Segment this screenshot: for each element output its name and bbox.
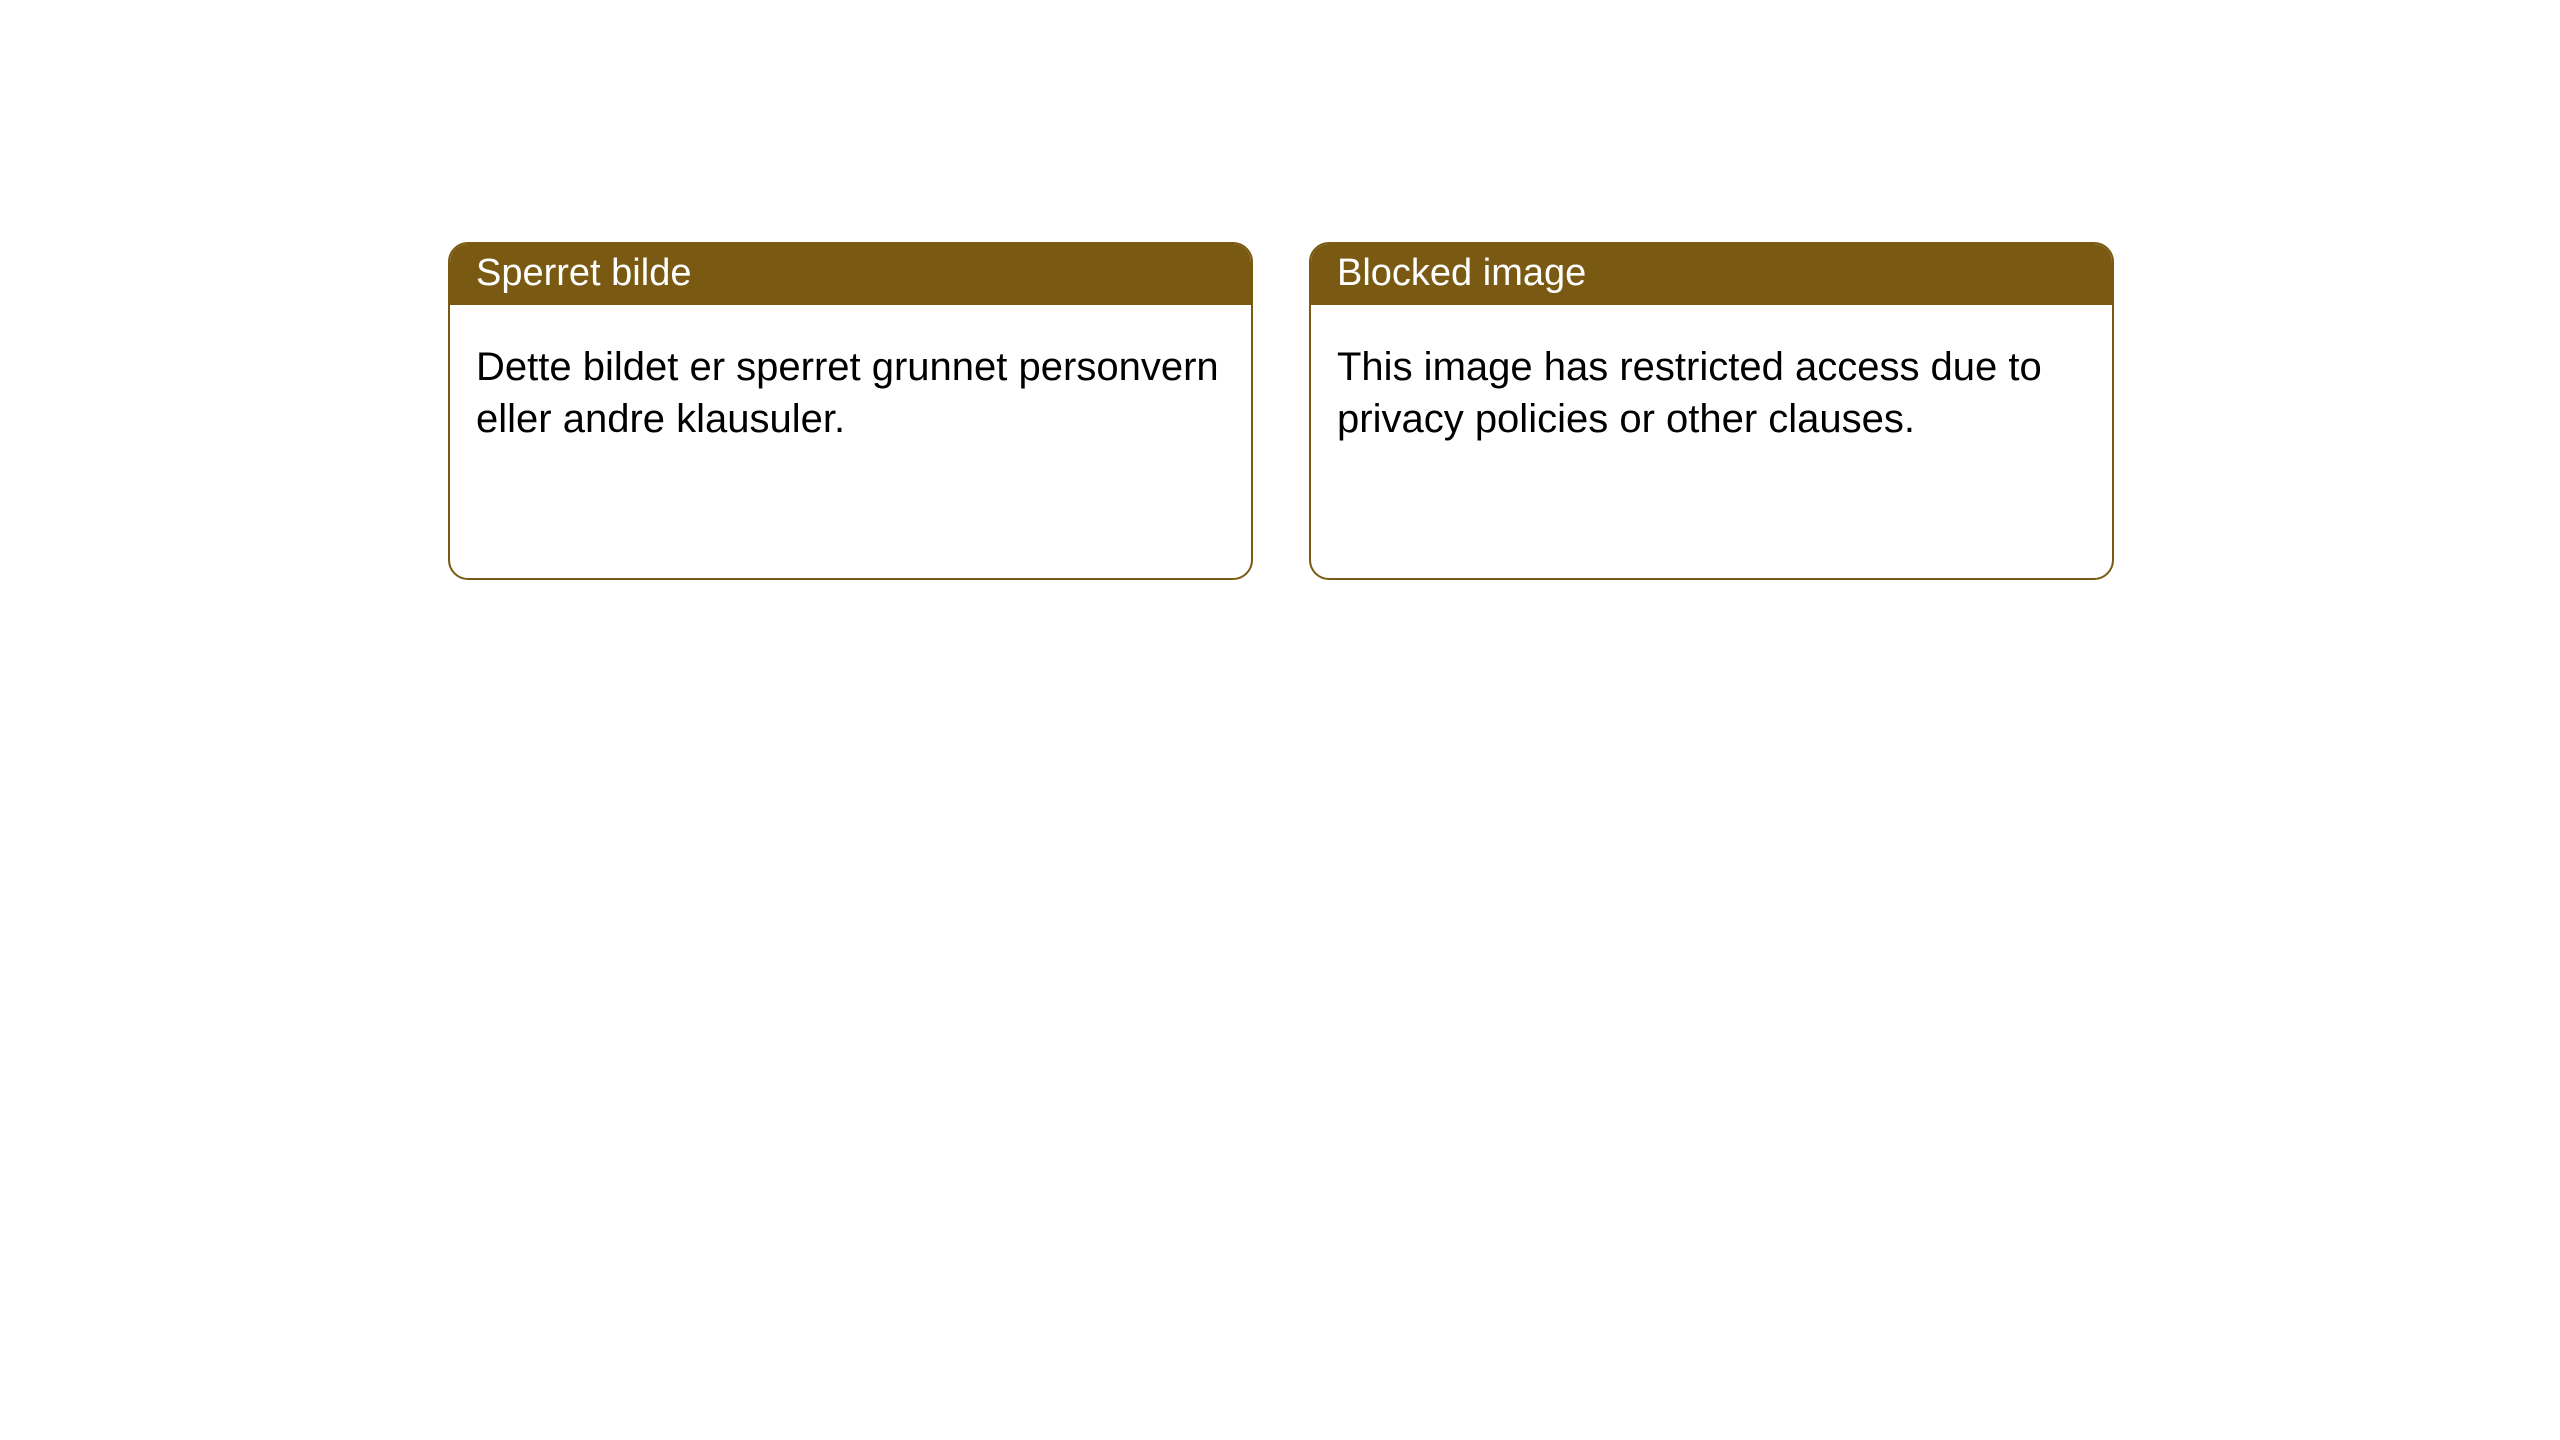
notice-card-norwegian: Sperret bilde Dette bildet er sperret gr… bbox=[448, 242, 1253, 580]
notice-title-norwegian: Sperret bilde bbox=[450, 244, 1251, 305]
notice-body-norwegian: Dette bildet er sperret grunnet personve… bbox=[450, 305, 1251, 471]
notice-container: Sperret bilde Dette bildet er sperret gr… bbox=[0, 0, 2560, 580]
notice-title-english: Blocked image bbox=[1311, 244, 2112, 305]
notice-card-english: Blocked image This image has restricted … bbox=[1309, 242, 2114, 580]
notice-body-english: This image has restricted access due to … bbox=[1311, 305, 2112, 471]
